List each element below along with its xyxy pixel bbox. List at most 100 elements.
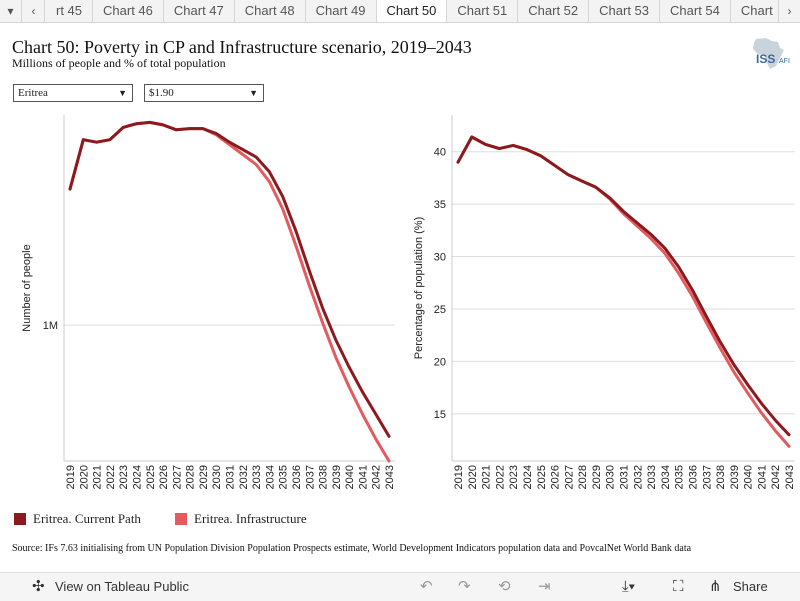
tab-menu-chevron-down-icon[interactable]: ▾ xyxy=(0,0,22,22)
x-tick-label: 2030 xyxy=(605,465,617,489)
series-line-infrastructure[interactable] xyxy=(456,135,791,448)
tab-chart-48[interactable]: Chart 48 xyxy=(235,0,306,22)
fullscreen-icon[interactable]: ⛶ xyxy=(673,578,684,595)
x-tick-label: 2040 xyxy=(743,465,755,489)
x-tick-label: 2024 xyxy=(522,465,534,489)
tab-chart[interactable]: Chart xyxy=(731,0,778,22)
x-tick-label: 2036 xyxy=(687,465,699,489)
x-tick-label: 2031 xyxy=(225,465,237,489)
x-tick-label: 2036 xyxy=(291,465,303,489)
x-tick-label: 2039 xyxy=(331,465,343,489)
logo-suffix: AFI xyxy=(779,58,790,65)
x-tick-label: 2026 xyxy=(158,465,170,489)
y-tick-label: 1M xyxy=(43,320,58,332)
x-tick-label: 2021 xyxy=(92,465,104,489)
country-select[interactable]: Eritrea ▼ xyxy=(13,84,133,102)
x-tick-label: 2034 xyxy=(264,465,276,489)
redo-icon[interactable]: ↷ xyxy=(458,578,471,595)
legend-swatch xyxy=(175,513,187,525)
view-on-tableau-link[interactable]: View on Tableau Public xyxy=(55,579,189,594)
x-tick-label: 2028 xyxy=(577,465,589,489)
x-tick-label: 2029 xyxy=(591,465,603,489)
legend-item-infrastructure[interactable]: Eritrea. Infrastructure xyxy=(175,511,307,527)
y-tick-label: 20 xyxy=(434,356,446,368)
tab-rt-45[interactable]: rt 45 xyxy=(46,0,94,22)
x-tick-label: 2021 xyxy=(481,465,493,489)
x-tick-label: 2022 xyxy=(494,465,506,489)
tab-scroll-right-icon[interactable]: › xyxy=(778,0,800,22)
x-tick-label: 2023 xyxy=(508,465,520,489)
x-tick-label: 2040 xyxy=(344,465,356,489)
x-tick-label: 2019 xyxy=(453,465,465,489)
tab-chart-47[interactable]: Chart 47 xyxy=(164,0,235,22)
x-tick-label: 2037 xyxy=(304,465,316,489)
tab-chart-49[interactable]: Chart 49 xyxy=(306,0,377,22)
x-tick-label: 2027 xyxy=(171,465,183,489)
x-tick-label: 2035 xyxy=(674,465,686,489)
x-tick-label: 2042 xyxy=(770,465,782,489)
country-select-value: Eritrea xyxy=(18,87,48,99)
caret-down-icon: ▼ xyxy=(249,88,258,98)
x-tick-label: 2038 xyxy=(318,465,330,489)
x-tick-label: 2020 xyxy=(78,465,90,489)
tab-chart-46[interactable]: Chart 46 xyxy=(93,0,164,22)
y-axis-label: Number of people xyxy=(21,244,33,331)
y-tick-label: 35 xyxy=(434,199,446,211)
tab-strip: ▾ ‹ rt 45 Chart 46 Chart 47 Chart 48 Chart 4… xyxy=(0,0,800,23)
x-tick-label: 2035 xyxy=(278,465,290,489)
x-tick-label: 2026 xyxy=(550,465,562,489)
x-tick-label: 2022 xyxy=(105,465,117,489)
x-tick-label: 2020 xyxy=(467,465,479,489)
y-tick-label: 40 xyxy=(434,147,446,159)
tableau-logo-icon: ✣ xyxy=(32,578,45,595)
tab-chart-54[interactable]: Chart 54 xyxy=(660,0,731,22)
poverty-line-select-value: $1.90 xyxy=(149,87,174,99)
tab-chart-53[interactable]: Chart 53 xyxy=(589,0,661,22)
share-button[interactable]: Share xyxy=(733,579,768,594)
tab-chart-51[interactable]: Chart 51 xyxy=(447,0,519,22)
iss-logo: ISS AFI xyxy=(742,36,792,72)
caret-down-icon: ▼ xyxy=(118,88,127,98)
x-tick-label: 2041 xyxy=(357,465,369,489)
legend-swatch xyxy=(14,513,26,525)
x-tick-label: 2028 xyxy=(185,465,197,489)
legend-label: Eritrea. Current Path xyxy=(33,511,141,526)
x-tick-label: 2019 xyxy=(65,465,77,489)
tab-chart-52[interactable]: Chart 52 xyxy=(518,0,590,22)
x-tick-label: 2027 xyxy=(563,465,575,489)
forward-icon[interactable]: ⇥ xyxy=(538,578,551,595)
x-tick-label: 2041 xyxy=(756,465,768,489)
x-tick-label: 2038 xyxy=(715,465,727,489)
legend-label: Eritrea. Infrastructure xyxy=(194,511,307,526)
x-tick-label: 2029 xyxy=(198,465,210,489)
undo-icon[interactable]: ↶ xyxy=(420,578,433,595)
tab-chart-50[interactable]: Chart 50 xyxy=(376,0,448,22)
y-tick-label: 15 xyxy=(434,409,446,421)
share-icon[interactable]: ⋔ xyxy=(709,578,722,595)
page-subtitle: Millions of people and % of total popula… xyxy=(12,56,226,70)
chart-percentage-of-population: 40 35 30 25 20 15 Percentage of population (%)… xyxy=(413,115,796,489)
x-tick-label: 2032 xyxy=(632,465,644,489)
x-tick-label: 2030 xyxy=(211,465,223,489)
x-tick-label: 2031 xyxy=(619,465,631,489)
tabs: rt 45 Chart 46 Chart 47 Chart 48 Chart 49 Cha… xyxy=(46,0,778,22)
download-icon[interactable]: ⤓▾ xyxy=(622,578,635,595)
series-line-current-path[interactable] xyxy=(456,135,791,437)
x-tick-label: 2033 xyxy=(646,465,658,489)
tableau-toolbar: ✣ View on Tableau Public ↶ ↷ ⟲ ⇥ ⤓▾ ⛶ ⋔ … xyxy=(0,572,800,601)
series-line-current-path[interactable] xyxy=(68,120,391,438)
series-line-infrastructure[interactable] xyxy=(68,120,391,463)
legend-item-current-path[interactable]: Eritrea. Current Path xyxy=(14,511,141,527)
revert-icon[interactable]: ⟲ xyxy=(498,578,511,595)
x-tick-label: 2024 xyxy=(131,465,143,489)
x-tick-label: 2039 xyxy=(729,465,741,489)
x-tick-label: 2042 xyxy=(371,465,383,489)
poverty-line-select[interactable]: $1.90 ▼ xyxy=(144,84,264,102)
y-axis-label: Percentage of population (%) xyxy=(413,217,425,359)
tab-scroll-left-icon[interactable]: ‹ xyxy=(23,0,45,22)
logo-text: ISS xyxy=(756,52,775,66)
x-tick-label: 2034 xyxy=(660,465,672,489)
x-tick-label: 2025 xyxy=(536,465,548,489)
x-tick-label: 2032 xyxy=(238,465,250,489)
